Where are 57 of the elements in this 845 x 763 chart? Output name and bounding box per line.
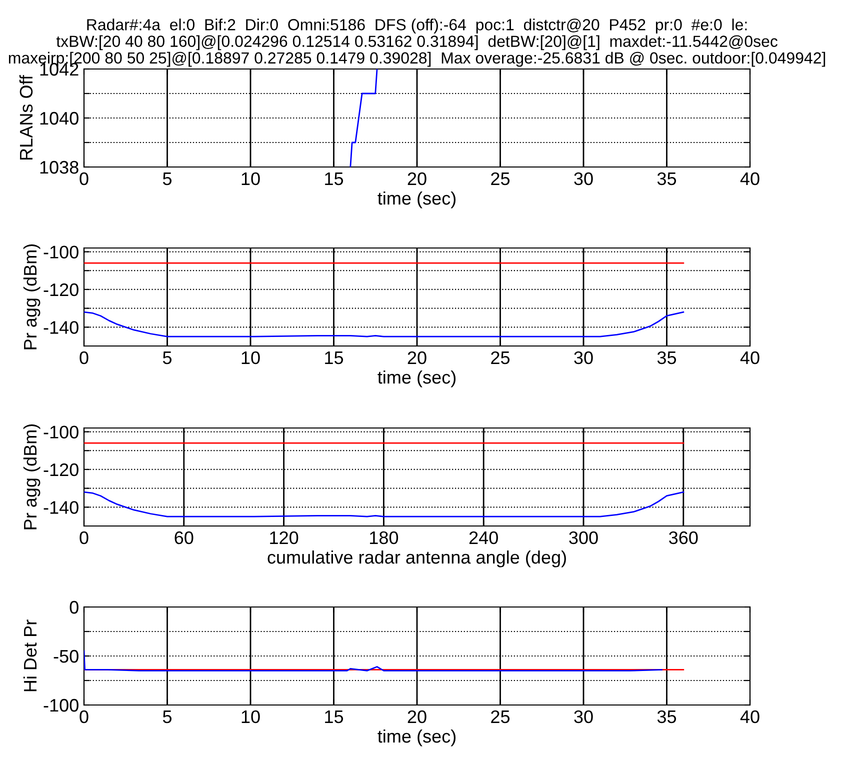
line-series [350, 69, 378, 167]
x-tick-label: 0 [80, 172, 88, 186]
y-axis-title: RLANs Off [19, 74, 33, 160]
x-tick-label: 180 [370, 531, 398, 544]
x-tick-label: 25 [491, 710, 510, 724]
x-axis-title: time (sec) [378, 191, 456, 208]
x-tick-label: 0 [80, 531, 88, 544]
y-tick-label: -140 [44, 321, 78, 334]
y-tick-label: -120 [44, 283, 78, 296]
x-tick-label: 30 [574, 172, 593, 186]
y-axis-title: Pr agg (dBm) [23, 244, 40, 350]
x-axis-title: cumulative radar antenna angle (deg) [268, 550, 566, 568]
x-tick-label: 5 [162, 352, 172, 364]
y-tick-label: -100 [44, 698, 78, 712]
x-tick-label: 25 [491, 172, 510, 186]
x-tick-label: 30 [574, 351, 593, 364]
x-axis-title: time (sec) [378, 729, 456, 746]
x-tick-label: 20 [408, 351, 426, 364]
y-tick-label: 1038 [40, 160, 78, 174]
line-series [84, 311, 684, 338]
y-tick-label: -120 [44, 463, 78, 476]
line-series [84, 491, 684, 518]
x-tick-label: 25 [491, 351, 510, 364]
x-tick-label: 5 [162, 710, 172, 724]
x-tick-label: 120 [270, 531, 298, 544]
y-tick-label: -100 [44, 426, 78, 438]
x-tick-label: 35 [657, 351, 676, 364]
y-tick-label: -50 [54, 650, 78, 663]
x-tick-label: 20 [408, 710, 426, 724]
x-tick-label: 10 [242, 351, 260, 364]
x-tick-label: 20 [408, 172, 426, 186]
x-tick-label: 0 [80, 351, 88, 364]
x-tick-label: 35 [657, 710, 676, 724]
line-series [84, 650, 662, 672]
y-tick-label: -100 [44, 246, 78, 258]
x-tick-label: 10 [242, 172, 260, 186]
x-tick-label: 15 [325, 710, 344, 724]
x-tick-label: 240 [469, 531, 498, 544]
x-tick-label: 10 [242, 710, 260, 724]
y-axis-title: Hi Det Pr [23, 620, 37, 692]
x-tick-label: 5 [162, 172, 172, 186]
x-tick-label: 60 [174, 531, 194, 544]
x-tick-label: 40 [740, 172, 760, 186]
x-tick-label: 30 [574, 710, 593, 724]
x-tick-label: 300 [569, 531, 598, 544]
x-tick-label: 15 [325, 352, 344, 364]
x-tick-label: 40 [740, 710, 760, 724]
y-axis-title: Pr agg (dBm) [23, 424, 40, 530]
y-tick-label: 1040 [40, 112, 78, 125]
x-tick-label: 35 [657, 172, 676, 186]
y-tick-label: 0 [70, 600, 78, 614]
x-tick-label: 40 [740, 351, 760, 364]
x-tick-label: 360 [669, 531, 698, 544]
y-tick-label: -140 [44, 501, 78, 514]
x-tick-label: 0 [80, 710, 88, 724]
x-axis-title: time (sec) [378, 370, 456, 388]
x-tick-label: 15 [325, 172, 344, 186]
